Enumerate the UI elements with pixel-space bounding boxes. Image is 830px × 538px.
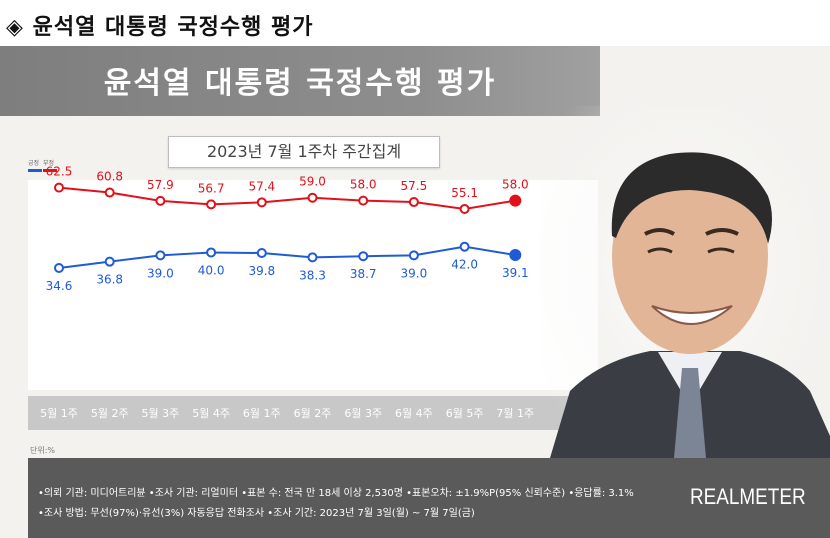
data-label-positive: 39.1 <box>502 266 529 280</box>
left-eye <box>647 247 673 254</box>
data-point-negative <box>54 182 64 193</box>
legend-swatch-positive <box>28 169 42 172</box>
x-axis-band <box>28 396 598 430</box>
plot-panel <box>28 180 598 390</box>
chart-card: 윤석열 대통령 국정수행 평가 2023년 7월 1주차 주간집계 긍정 부정 … <box>0 46 830 538</box>
data-label-negative: 55.1 <box>451 186 478 200</box>
x-tick-label: 5월 2주 <box>91 407 129 420</box>
x-tick-label: 5월 3주 <box>142 407 180 420</box>
legend-item-positive: 긍정 <box>28 158 42 172</box>
right-eye <box>707 247 735 254</box>
data-point-positive <box>408 250 419 261</box>
data-point-positive <box>256 248 267 259</box>
data-point-positive <box>206 247 217 258</box>
data-label-negative: 57.4 <box>248 179 275 193</box>
right-brow <box>705 228 739 236</box>
x-tick-label: 6월 2주 <box>294 407 332 420</box>
data-point-positive <box>54 263 64 273</box>
data-point-negative <box>104 187 115 198</box>
data-label-negative: 56.7 <box>198 181 225 195</box>
data-point-positive <box>307 252 318 263</box>
smile <box>651 305 733 325</box>
data-label-positive: 36.8 <box>96 273 123 287</box>
x-tick-label: 5월 1주 <box>40 407 78 420</box>
legend-item-negative: 부정 <box>43 158 57 172</box>
unit-label: 단위:% <box>30 446 56 455</box>
data-point-positive <box>358 251 369 262</box>
x-tick-label: 5월 4주 <box>192 407 230 420</box>
survey-info-footer: •의뢰 기관: 미디어트리뷴 •조사 기관: 리얼미터 •표본 수: 전국 만 … <box>28 458 830 538</box>
chart-subtitle: 2023년 7월 1주차 주간집계 <box>168 136 440 168</box>
page-header: ◈ 윤석열 대통령 국정수행 평가 <box>0 0 830 46</box>
data-label-negative: 58.0 <box>502 178 529 192</box>
card-title-band: 윤석열 대통령 국정수행 평가 <box>0 46 600 116</box>
data-label-negative: 59.0 <box>299 175 326 189</box>
president-portrait <box>540 106 830 458</box>
data-point-positive <box>155 250 166 261</box>
legend-swatch-negative <box>43 169 57 172</box>
series-line-positive <box>58 245 516 269</box>
data-label-positive: 34.6 <box>46 279 73 293</box>
x-tick-label: 6월 4주 <box>395 407 433 420</box>
data-point-negative <box>256 197 267 208</box>
data-point-positive <box>509 249 522 262</box>
x-tick-label: 6월 3주 <box>344 407 382 420</box>
data-label-positive: 39.8 <box>248 264 275 278</box>
data-label-negative: 58.0 <box>350 178 377 192</box>
necktie <box>674 368 706 458</box>
data-point-negative <box>408 197 419 208</box>
data-label-positive: 39.0 <box>401 266 428 280</box>
data-label-negative: 60.8 <box>96 170 123 184</box>
page-title-text: 윤석열 대통령 국정수행 평가 <box>32 15 314 40</box>
realmeter-logo: REALMETER <box>690 484 806 509</box>
line-chart: 62.5 60.8 57.9 56.7 57.4 59.0 58.0 57.5 55.1 58.0… <box>40 165 534 420</box>
data-label-negative: 57.5 <box>401 179 428 193</box>
data-point-positive <box>459 241 470 252</box>
data-label-positive: 42.0 <box>451 258 478 272</box>
left-brow <box>644 228 675 236</box>
data-label-positive: 38.3 <box>299 268 326 282</box>
data-point-negative <box>509 194 522 207</box>
survey-info-line-2: •조사 방법: 무선(97%)·유선(3%) 자동응답 전화조사 •조사 기간:… <box>38 508 475 519</box>
legend-label-negative: 부정 <box>43 160 55 167</box>
legend-label-positive: 긍정 <box>28 160 40 167</box>
face-shape <box>612 158 768 354</box>
data-point-negative <box>155 195 166 206</box>
hair-shape <box>611 152 772 244</box>
data-point-negative <box>307 192 318 203</box>
data-point-negative <box>459 203 470 214</box>
x-tick-label: 6월 5주 <box>446 407 484 420</box>
data-point-positive <box>104 256 115 267</box>
x-tick-label: 6월 1주 <box>243 407 281 420</box>
data-label-positive: 40.0 <box>198 263 225 277</box>
data-label-positive: 38.7 <box>350 267 377 281</box>
page-title: ◈ 윤석열 대통령 국정수행 평가 <box>6 9 313 41</box>
diamond-bullet-icon: ◈ <box>6 15 24 40</box>
survey-info-line-1: •의뢰 기관: 미디어트리뷴 •조사 기관: 리얼미터 •표본 수: 전국 만 … <box>38 488 634 499</box>
data-label-negative: 62.5 <box>46 165 73 179</box>
data-label-negative: 57.9 <box>147 178 174 192</box>
data-label-positive: 39.0 <box>147 266 174 280</box>
data-point-negative <box>206 199 217 210</box>
card-title: 윤석열 대통령 국정수행 평가 <box>103 66 497 101</box>
data-point-negative <box>358 195 369 206</box>
series-line-negative <box>58 186 516 210</box>
x-tick-label: 7월 1주 <box>496 407 534 420</box>
